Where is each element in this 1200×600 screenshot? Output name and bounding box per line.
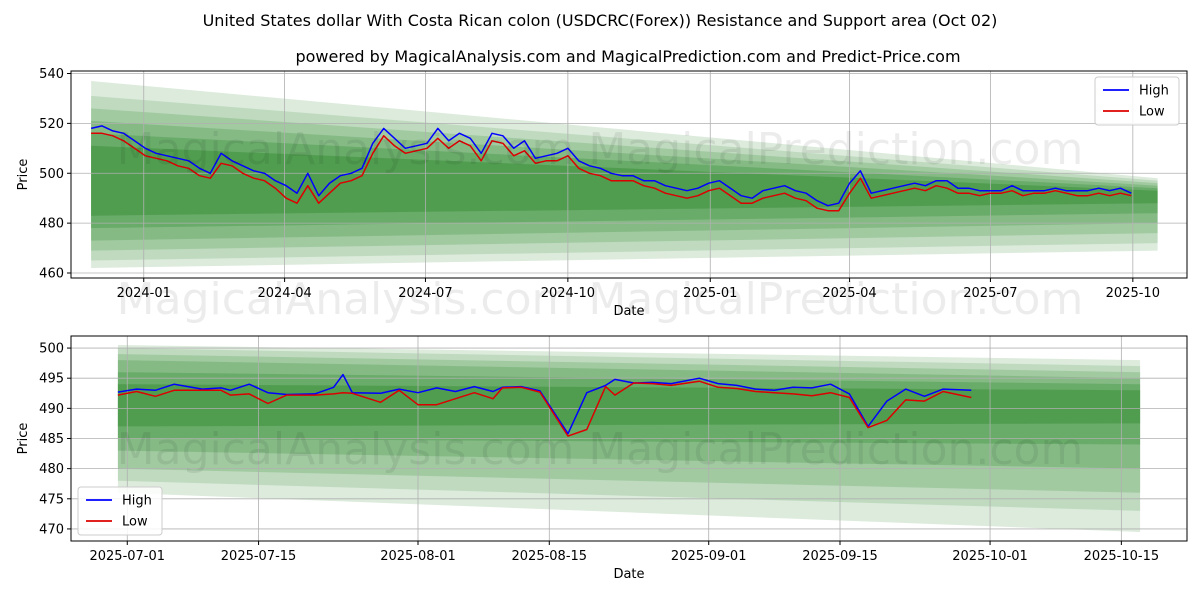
top-yaxis-label: Price	[16, 159, 31, 191]
top-xtick-label-4: 2025-01	[683, 286, 737, 301]
bottom-legend-label-low: Low	[122, 515, 148, 530]
bottom-ytick-label-3: 485	[39, 432, 64, 447]
top-xtick-label-3: 2024-10	[541, 286, 595, 301]
bottom-band-6	[117, 384, 1141, 427]
bottom-xtick-label-4: 2025-09-01	[671, 549, 747, 564]
top-xtick-label-6: 2025-07	[963, 286, 1017, 301]
bottom-series-low	[117, 380, 972, 437]
top-xtick-label-5: 2025-04	[822, 286, 876, 301]
bottom-xtick-label-6: 2025-10-01	[952, 549, 1028, 564]
top-xtick-label-1: 2024-04	[257, 286, 311, 301]
bottom-ytick-label-1: 475	[39, 492, 64, 507]
bottom-legend: High Low	[77, 486, 163, 536]
top-xtick-label-7: 2025-10	[1106, 286, 1160, 301]
top-xtick-label-0: 2024-01	[117, 286, 171, 301]
bottom-ytick-label-4: 490	[39, 402, 64, 417]
bottom-band-4	[117, 360, 1141, 469]
top-plot-area	[70, 70, 1188, 279]
top-series-low	[91, 132, 1132, 212]
bottom-xtick-label-0: 2025-07-01	[89, 549, 165, 564]
bottom-panel: 2025-07-01 2025-07-15 2025-08-01 2025-08-15…	[16, 335, 1188, 582]
top-series-high	[90, 125, 1132, 207]
bottom-ytick-label-5: 495	[39, 372, 64, 387]
top-panel: 2024-01 2024-04 2024-07 2024-10 2025-01 2025-…	[16, 67, 1188, 319]
bottom-ytick-label-2: 480	[39, 462, 64, 477]
bottom-xtick-label-3: 2025-08-15	[512, 549, 588, 564]
top-band-1	[91, 81, 1158, 268]
top-band-2	[91, 95, 1158, 261]
top-ytick-label-0: 460	[39, 267, 64, 282]
watermark-top-lower: MagicalAnalysis.com MagicalPrediction.co…	[117, 274, 1084, 325]
bottom-ytick-label-0: 470	[39, 522, 64, 537]
bottom-xtick-label-1: 2025-07-15	[221, 549, 297, 564]
top-legend: High Low	[1094, 76, 1180, 126]
top-band-3	[91, 108, 1158, 251]
top-xaxis-label: Date	[613, 304, 644, 319]
bottom-xtick-label-2: 2025-08-01	[380, 549, 456, 564]
top-legend-box	[1094, 76, 1180, 126]
top-ytick-label-2: 500	[39, 167, 64, 182]
bottom-series-high	[117, 373, 972, 435]
chart-subtitle: powered by MagicalAnalysis.com and Magic…	[295, 47, 960, 66]
bottom-xtick-label-7: 2025-10-15	[1084, 549, 1160, 564]
bottom-yaxis-label: Price	[16, 423, 31, 455]
top-ytick-label-3: 520	[39, 117, 64, 132]
bottom-xtick-label-5: 2025-09-15	[802, 549, 878, 564]
top-legend-label-high: High	[1139, 84, 1169, 99]
bottom-xaxis-label: Date	[613, 567, 644, 582]
bottom-ytick-label-6: 500	[39, 342, 64, 357]
top-ytick-label-4: 540	[39, 67, 64, 82]
bottom-legend-box	[77, 486, 163, 536]
bottom-band-2	[117, 348, 1141, 511]
top-xtick-label-2: 2024-07	[398, 286, 452, 301]
top-ytick-label-1: 480	[39, 217, 64, 232]
watermark-top: MagicalAnalysis.com MagicalPrediction.co…	[117, 124, 1084, 175]
chart-title: United States dollar With Costa Rican co…	[203, 11, 998, 30]
watermark-bottom: MagicalAnalysis.com MagicalPrediction.co…	[117, 424, 1084, 475]
bottom-band-3	[117, 354, 1141, 493]
bottom-legend-label-high: High	[122, 494, 152, 509]
top-legend-label-low: Low	[1139, 105, 1165, 120]
